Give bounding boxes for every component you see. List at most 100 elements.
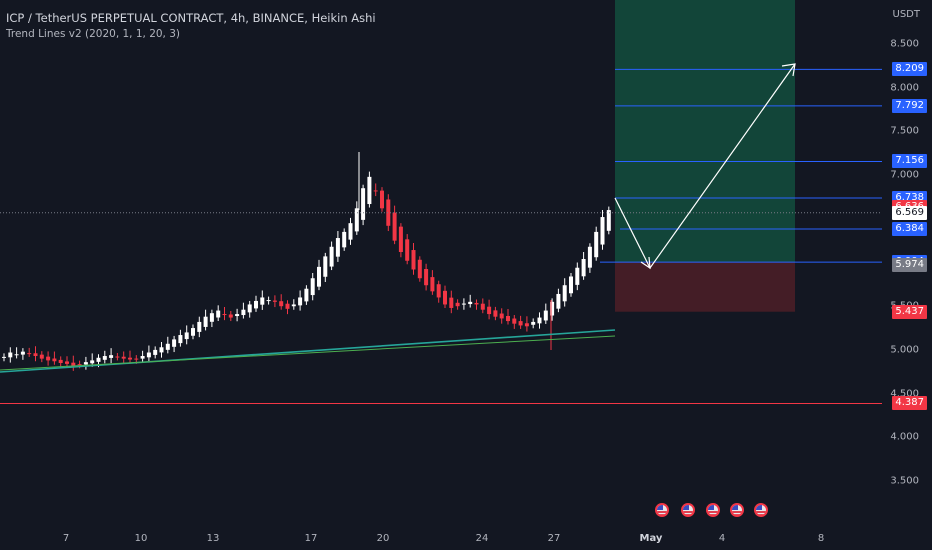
candle[interactable]: [587, 243, 592, 273]
candle[interactable]: [184, 325, 189, 345]
candle[interactable]: [430, 270, 435, 295]
loss-zone[interactable]: [615, 262, 795, 312]
candle[interactable]: [569, 272, 573, 297]
candle[interactable]: [197, 316, 202, 338]
candle[interactable]: [487, 299, 492, 320]
candle[interactable]: [165, 336, 170, 354]
candle[interactable]: [2, 353, 6, 362]
candle[interactable]: [329, 241, 334, 271]
candle[interactable]: [216, 305, 221, 321]
candle[interactable]: [443, 285, 447, 308]
candle[interactable]: [524, 316, 529, 332]
us-flag-icon[interactable]: [754, 503, 768, 517]
candle[interactable]: [153, 346, 158, 359]
candle[interactable]: [461, 298, 466, 310]
candle[interactable]: [380, 187, 384, 212]
candle[interactable]: [367, 171, 372, 208]
candle[interactable]: [115, 353, 120, 361]
candle[interactable]: [247, 300, 252, 318]
candle[interactable]: [335, 231, 340, 262]
candle[interactable]: [102, 350, 107, 364]
candle[interactable]: [455, 299, 460, 310]
candle[interactable]: [121, 351, 126, 364]
candle[interactable]: [417, 256, 422, 282]
candle[interactable]: [298, 290, 303, 311]
candle[interactable]: [342, 228, 347, 251]
candle[interactable]: [436, 280, 441, 303]
candle[interactable]: [191, 324, 195, 340]
candle[interactable]: [348, 217, 353, 245]
candle[interactable]: [493, 306, 498, 321]
candle[interactable]: [203, 309, 208, 331]
candle[interactable]: [386, 194, 391, 232]
candle[interactable]: [241, 302, 246, 319]
candle[interactable]: [178, 329, 183, 347]
candle[interactable]: [260, 290, 265, 310]
candle[interactable]: [272, 295, 277, 308]
candle[interactable]: [449, 290, 454, 314]
candle[interactable]: [20, 348, 25, 360]
candle[interactable]: [279, 294, 284, 310]
candle[interactable]: [172, 335, 177, 353]
candle[interactable]: [518, 315, 523, 329]
candle[interactable]: [146, 345, 151, 363]
us-flag-icon[interactable]: [655, 503, 669, 517]
candle[interactable]: [14, 347, 19, 359]
us-flag-icon[interactable]: [681, 503, 695, 517]
candle[interactable]: [550, 298, 555, 321]
candle[interactable]: [235, 308, 240, 322]
candle[interactable]: [581, 252, 586, 280]
candle[interactable]: [254, 295, 258, 312]
candle[interactable]: [285, 300, 290, 315]
candle[interactable]: [405, 234, 410, 265]
candle[interactable]: [71, 355, 76, 371]
candle[interactable]: [575, 262, 580, 291]
candle[interactable]: [310, 272, 315, 301]
candle[interactable]: [411, 243, 416, 275]
candle[interactable]: [392, 205, 397, 245]
candle[interactable]: [228, 310, 233, 322]
candle[interactable]: [8, 347, 13, 363]
candle[interactable]: [27, 347, 32, 357]
candle[interactable]: [209, 309, 214, 328]
candle[interactable]: [46, 351, 51, 366]
candle[interactable]: [512, 315, 517, 329]
trend-line-lower[interactable]: [0, 335, 616, 371]
candle[interactable]: [480, 298, 485, 314]
candle[interactable]: [537, 312, 542, 329]
candle[interactable]: [140, 350, 145, 363]
candle[interactable]: [33, 346, 38, 362]
candle[interactable]: [266, 296, 271, 305]
candle[interactable]: [474, 299, 479, 310]
candle[interactable]: [556, 288, 561, 313]
candle[interactable]: [65, 356, 69, 368]
candle[interactable]: [39, 351, 44, 363]
candle[interactable]: [323, 252, 328, 283]
symbol-title[interactable]: ICP / TetherUS PERPETUAL CONTRACT, 4h, B…: [6, 11, 376, 25]
candle[interactable]: [354, 201, 359, 235]
candle[interactable]: [531, 318, 536, 329]
candle[interactable]: [468, 294, 473, 308]
candle[interactable]: [109, 348, 114, 364]
candle[interactable]: [562, 278, 567, 307]
us-flag-icon[interactable]: [730, 503, 744, 517]
profit-zone[interactable]: [615, 0, 795, 263]
candle[interactable]: [373, 183, 378, 197]
candle[interactable]: [222, 307, 227, 321]
candle[interactable]: [291, 299, 296, 310]
candle[interactable]: [361, 184, 366, 226]
candle[interactable]: [600, 210, 605, 250]
candle[interactable]: [398, 223, 403, 258]
indicator-label[interactable]: Trend Lines v2 (2020, 1, 1, 20, 3): [6, 28, 181, 40]
us-flag-icon[interactable]: [706, 503, 720, 517]
candle[interactable]: [606, 206, 611, 235]
candle[interactable]: [304, 285, 309, 305]
trend-line-upper[interactable]: [0, 329, 616, 373]
candle[interactable]: [83, 356, 88, 370]
candle[interactable]: [499, 308, 504, 324]
candle[interactable]: [543, 303, 548, 324]
candle[interactable]: [594, 226, 599, 261]
candle[interactable]: [317, 259, 321, 291]
candle[interactable]: [52, 351, 57, 365]
